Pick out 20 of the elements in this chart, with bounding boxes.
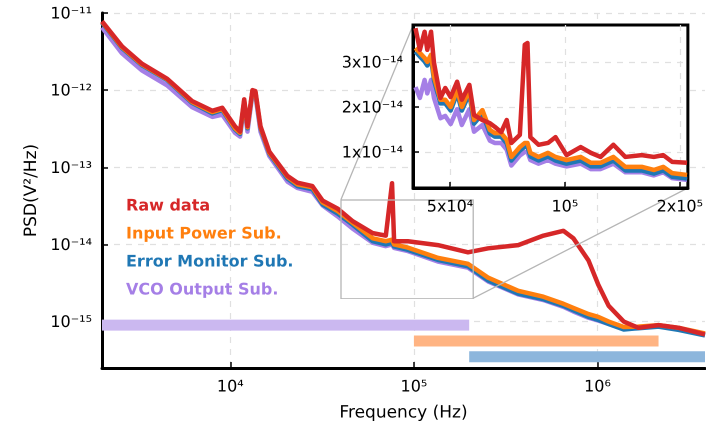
x-tick-label: 5x10⁴	[426, 196, 474, 216]
y-tick-label: 10⁻¹⁵	[50, 312, 92, 332]
x-tick-label: 10⁵	[400, 376, 428, 396]
text: Error Monitor Sub.	[126, 252, 294, 270]
y-tick-label: 2x10⁻¹⁴	[342, 97, 403, 116]
x-tick-label: 2x10⁵	[656, 196, 703, 216]
text: VCO Output Sub.	[126, 280, 278, 298]
y-tick-label: 10⁻¹¹	[50, 4, 92, 22]
x-tick-label: 10⁴	[216, 376, 244, 396]
text: Raw data	[126, 196, 210, 214]
y-axis-title: PSD(V²/Hz)	[20, 144, 41, 238]
y-tick-label: 10⁻¹²	[50, 80, 92, 100]
y-tick-label: 10⁻¹⁴	[50, 234, 92, 254]
y-tick-label: 1x10⁻¹⁴	[342, 142, 403, 162]
text: Input Power Sub.	[126, 224, 282, 242]
x-axis-title: Frequency (Hz)	[339, 402, 468, 422]
y-tick-label: 10⁻¹³	[50, 158, 92, 177]
x-tick-label: 10⁵	[552, 196, 578, 216]
x-tick-label: 10⁶	[584, 376, 611, 396]
y-tick-label: 3x10⁻¹⁴	[342, 52, 403, 72]
